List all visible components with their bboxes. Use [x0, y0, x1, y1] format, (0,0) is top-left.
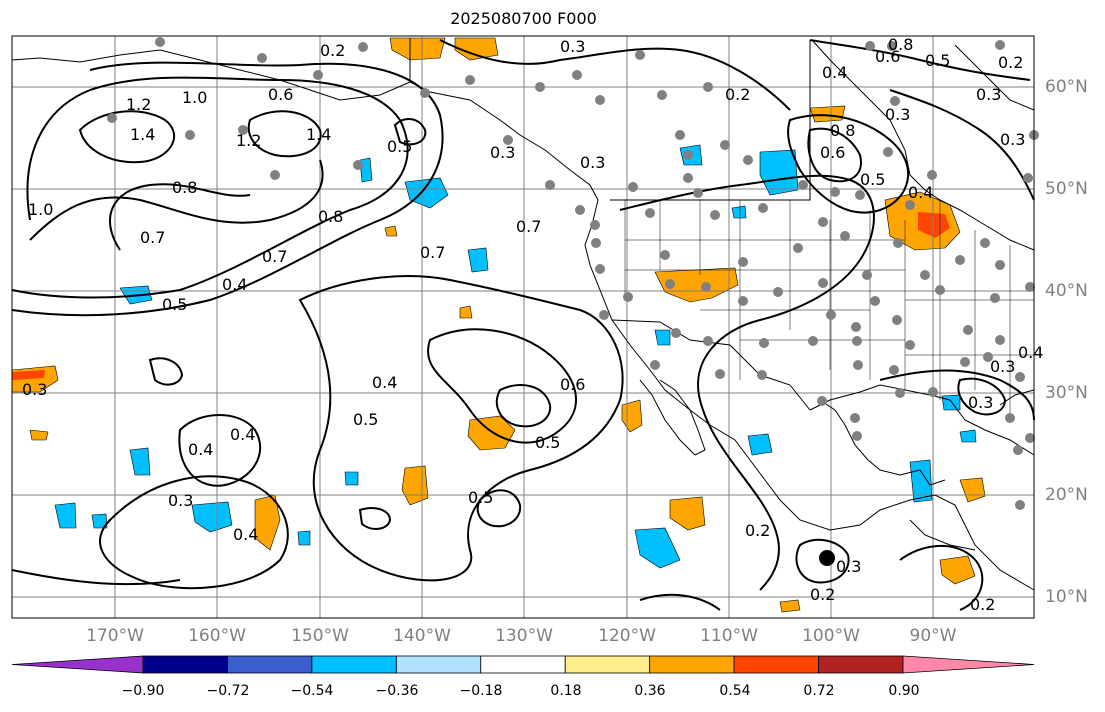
contour-label: 0.3 — [836, 557, 861, 576]
contour-label: 0.8 — [318, 207, 343, 226]
colorbar-tick-label: 0.90 — [888, 683, 920, 699]
colorbar-segment — [649, 655, 735, 674]
map-title: 2025080700 F000 — [450, 9, 597, 28]
positive-anomaly-regions — [11, 37, 986, 613]
longitude-label: 90°W — [909, 626, 957, 646]
colorbar-segment — [818, 655, 904, 674]
latitude-label: 30°N — [1045, 383, 1088, 403]
contour-label: 0.3 — [560, 37, 585, 56]
colorbar-segment — [480, 655, 566, 674]
colorbar-segment — [733, 655, 819, 674]
latitude-label: 60°N — [1045, 77, 1088, 97]
colorbar-segment — [227, 655, 313, 674]
colorbar-tick-label: −0.72 — [206, 683, 250, 699]
contour-label: 0.2 — [745, 521, 770, 540]
contour-label: 0.4 — [188, 440, 213, 459]
contour-label: 0.5 — [162, 295, 187, 314]
contour-label: 0.2 — [998, 53, 1023, 72]
station-markers — [107, 37, 1039, 510]
contour-label: 0.6 — [560, 375, 585, 394]
colorbar-tick-label: 0.54 — [719, 683, 751, 699]
colorbar-tick-label: 0.36 — [634, 683, 666, 699]
contour-lines — [11, 39, 1035, 611]
contour-label: 0.2 — [970, 595, 995, 614]
contour-label: 0.4 — [908, 183, 933, 202]
contour-label: 0.6 — [875, 47, 900, 66]
contour-label: 0.5 — [468, 488, 493, 507]
contour-label: 0.4 — [372, 373, 397, 392]
contour-label: 0.5 — [925, 51, 950, 70]
colorbar — [11, 655, 1035, 674]
contour-label: 0.6 — [268, 85, 293, 104]
colorbar-tick-label: 0.18 — [550, 683, 582, 699]
contour-label: 0.3 — [580, 153, 605, 172]
colorbar-segment — [564, 655, 651, 674]
contour-label: 0.3 — [490, 143, 515, 162]
colorbar-tick-label: −0.18 — [459, 683, 503, 699]
latitude-label: 50°N — [1045, 179, 1088, 199]
contour-label: 1.2 — [236, 131, 261, 150]
contour-label: 0.2 — [810, 585, 835, 604]
longitude-label: 100°W — [802, 626, 860, 646]
state-borders — [624, 200, 1034, 420]
contour-label: 0.3 — [22, 380, 47, 399]
contour-label: 0.5 — [353, 410, 378, 429]
contour-label: 1.0 — [182, 88, 207, 107]
cyclone-marker — [819, 550, 835, 566]
colorbar-tick-label: 0.72 — [803, 683, 835, 699]
contour-label: 0.7 — [516, 217, 541, 236]
colorbar-max-extend — [902, 655, 1035, 674]
map-background — [12, 36, 1034, 618]
longitude-label: 110°W — [700, 626, 758, 646]
contour-label: 0.3 — [976, 85, 1001, 104]
contour-label: 0.8 — [830, 121, 855, 140]
contour-label: 0.5 — [387, 137, 412, 156]
colorbar-segment — [395, 655, 482, 674]
longitude-label: 160°W — [188, 626, 246, 646]
contour-label: 0.7 — [262, 247, 287, 266]
colorbar-segment — [311, 655, 397, 674]
colorbar-tick-label: −0.90 — [121, 683, 165, 699]
negative-anomaly-regions — [54, 144, 977, 569]
longitude-label: 130°W — [495, 626, 553, 646]
longitude-label: 170°W — [86, 626, 144, 646]
map-frame — [11, 35, 1035, 619]
colorbar-tick-label: −0.36 — [375, 683, 419, 699]
latitude-label: 10°N — [1045, 587, 1088, 607]
contour-label: 1.0 — [28, 200, 53, 219]
contour-label: 1.4 — [130, 125, 155, 144]
contour-label: 0.4 — [233, 525, 258, 544]
colorbar-segment — [142, 655, 228, 674]
contour-label: 0.2 — [320, 41, 345, 60]
longitude-label: 140°W — [393, 626, 451, 646]
longitude-label: 120°W — [598, 626, 656, 646]
contour-value-labels: 0.2 0.3 0.8 0.6 0.5 0.2 0.4 0.2 0.3 1.2 … — [22, 35, 1043, 614]
contour-label: 0.8 — [888, 35, 913, 54]
contour-label: 0.7 — [420, 243, 445, 262]
contour-label: 0.3 — [885, 105, 910, 124]
longitude-label: 150°W — [291, 626, 349, 646]
contour-label: 1.4 — [306, 125, 331, 144]
contour-label: 0.3 — [1000, 130, 1025, 149]
contour-label: 0.5 — [535, 433, 560, 452]
strong-positive-region — [12, 212, 950, 380]
contour-label: 0.3 — [990, 357, 1015, 376]
contour-label: 0.2 — [725, 85, 750, 104]
colorbar-tick-label: −0.54 — [290, 683, 334, 699]
contour-label: 0.6 — [820, 143, 845, 162]
contour-label: 0.4 — [822, 63, 847, 82]
contour-label: 0.4 — [230, 425, 255, 444]
contour-label: 0.5 — [860, 170, 885, 189]
contour-label: 0.3 — [968, 393, 993, 412]
contour-label: 0.4 — [222, 275, 247, 294]
contour-label: 0.4 — [1018, 343, 1043, 362]
latitude-label: 20°N — [1045, 485, 1088, 505]
contour-label: 0.8 — [172, 178, 197, 197]
latitude-label: 40°N — [1045, 281, 1088, 301]
contour-label: 1.2 — [126, 95, 151, 114]
colorbar-min-extend — [11, 655, 144, 674]
contour-label: 0.3 — [168, 491, 193, 510]
contour-label: 0.7 — [140, 228, 165, 247]
